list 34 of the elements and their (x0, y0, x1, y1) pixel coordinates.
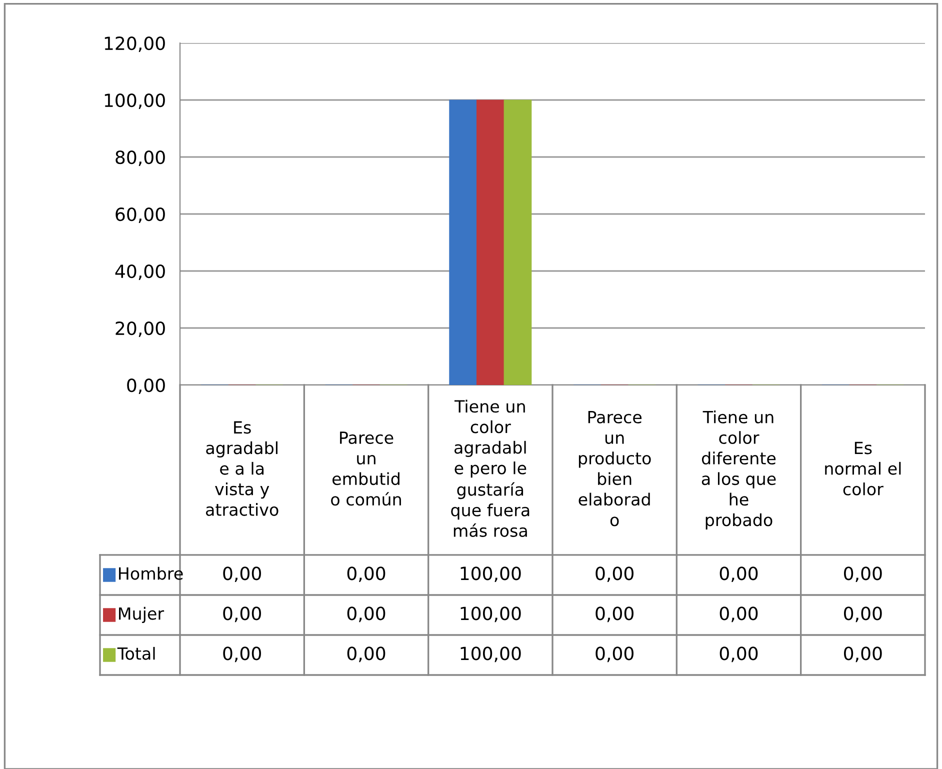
data-label: 0,00 (720, 566, 758, 582)
x-tick-label: Parece un producto bien elaborad o (578, 411, 651, 526)
legend-label: Mujer (119, 606, 164, 624)
data-label: 100,00 (460, 646, 521, 662)
x-tick-label: Es normal el color (825, 442, 901, 496)
data-label: 0,00 (844, 566, 882, 582)
data-label: 0,00 (844, 646, 882, 662)
y-tick-label: 80,00 (116, 150, 165, 166)
y-tick-label: 40,00 (115, 264, 165, 280)
y-tick-label: 0,00 (127, 378, 165, 394)
legend-label: Hombre (119, 566, 183, 580)
y-tick-label: 20,00 (116, 321, 165, 337)
x-tick-label: Parece un embutid o común (331, 432, 401, 506)
data-label: 0,00 (720, 646, 758, 662)
y-tick-label: 60,00 (116, 207, 165, 223)
data-label: 0,00 (844, 606, 882, 622)
data-label: 0,00 (223, 566, 261, 582)
y-tick-label: 120,00 (104, 36, 165, 52)
y-tick-label: 100,00 (104, 93, 165, 109)
x-tick-label: Es agradabl e a la vista y atractivo (206, 421, 278, 516)
data-label: 0,00 (223, 606, 261, 622)
data-label: 0,00 (596, 606, 634, 622)
data-label: 0,00 (347, 646, 386, 662)
data-label: 100,00 (460, 566, 521, 582)
x-tick-label: Tiene un color diferente a los que he probado (702, 410, 776, 530)
data-label: 0,00 (596, 566, 634, 582)
data-label: 0,00 (347, 606, 386, 622)
x-tick-label: Tiene un color agradabl e pero le gustaría que fuera más rosa (451, 400, 530, 537)
data-label: 0,00 (720, 606, 758, 622)
legend-label: Total (117, 646, 155, 660)
data-label: 0,00 (596, 646, 634, 662)
data-label: 100,00 (460, 606, 521, 622)
data-label: 0,00 (347, 566, 386, 582)
data-label: 0,00 (223, 646, 261, 662)
